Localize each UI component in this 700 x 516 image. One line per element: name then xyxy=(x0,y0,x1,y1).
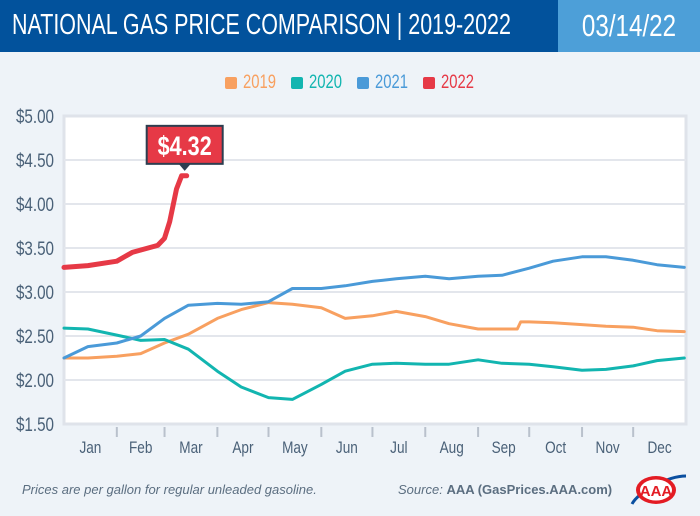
x-tick-label: Apr xyxy=(232,439,253,458)
legend-swatch xyxy=(291,77,303,89)
legend-label: 2020 xyxy=(309,72,342,93)
legend-label: 2019 xyxy=(243,72,276,93)
y-tick-label: $3.00 xyxy=(16,281,54,303)
x-tick-label: Dec xyxy=(648,439,672,458)
aaa-logo: AAA xyxy=(630,474,687,505)
y-tick-label: $2.50 xyxy=(16,325,54,347)
legend-item-2021: 2021 xyxy=(357,72,409,94)
y-tick-label: $5.00 xyxy=(16,105,54,127)
x-tick-label: May xyxy=(282,439,308,458)
x-tick-label: Sep xyxy=(492,439,516,458)
svg-text:AAA: AAA xyxy=(640,483,673,500)
source-note: Source: AAA (GasPrices.AAA.com) xyxy=(398,482,612,497)
source-label: Source: xyxy=(398,482,443,497)
date-box: 03/14/22 xyxy=(558,0,700,52)
x-tick-label: Jan xyxy=(79,439,101,458)
plot-area xyxy=(62,114,688,426)
legend-swatch xyxy=(357,77,369,89)
annotation-box xyxy=(145,124,224,165)
x-tick-label: Mar xyxy=(179,439,202,458)
annotation-label: $4.32 xyxy=(158,132,212,162)
series-line-2020 xyxy=(62,326,686,401)
date-label: 03/14/22 xyxy=(581,8,677,43)
series-line-2022 xyxy=(61,173,190,270)
x-tick-label: Feb xyxy=(129,439,152,458)
legend-item-2022: 2022 xyxy=(423,72,475,94)
y-tick-label: $4.50 xyxy=(16,149,54,171)
annotation-pointer xyxy=(178,163,191,171)
footnote: Prices are per gallon for regular unlead… xyxy=(22,482,317,497)
source-value: AAA (GasPrices.AAA.com) xyxy=(446,482,613,497)
y-tick-label: $2.00 xyxy=(16,369,54,391)
y-tick-label: $1.50 xyxy=(16,413,54,435)
x-tick-label: Nov xyxy=(596,439,620,458)
x-tick-label: Aug xyxy=(440,439,464,458)
y-tick-label: $4.00 xyxy=(16,193,54,215)
legend-swatch xyxy=(225,77,237,89)
page-title: NATIONAL GAS PRICE COMPARISON | 2019-202… xyxy=(12,9,511,41)
y-tick-label: $3.50 xyxy=(16,237,54,259)
x-tick-label: Oct xyxy=(545,439,567,458)
legend-item-2020: 2020 xyxy=(291,72,343,94)
x-tick-label: Jul xyxy=(390,439,407,458)
legend: 2019 2020 2021 2022 xyxy=(0,72,700,94)
series-line-2021 xyxy=(62,255,686,360)
legend-swatch xyxy=(423,77,435,89)
line-chart: $1.50 $2.00 $2.50 $3.00 $3.50 $4.00 $4.50 $5.00… xyxy=(16,105,688,458)
legend-label: 2021 xyxy=(375,72,408,93)
legend-item-2019: 2019 xyxy=(225,72,277,94)
x-tick-label: Jun xyxy=(336,439,358,458)
legend-label: 2022 xyxy=(441,72,474,93)
header-bar: NATIONAL GAS PRICE COMPARISON | 2019-202… xyxy=(0,0,558,52)
